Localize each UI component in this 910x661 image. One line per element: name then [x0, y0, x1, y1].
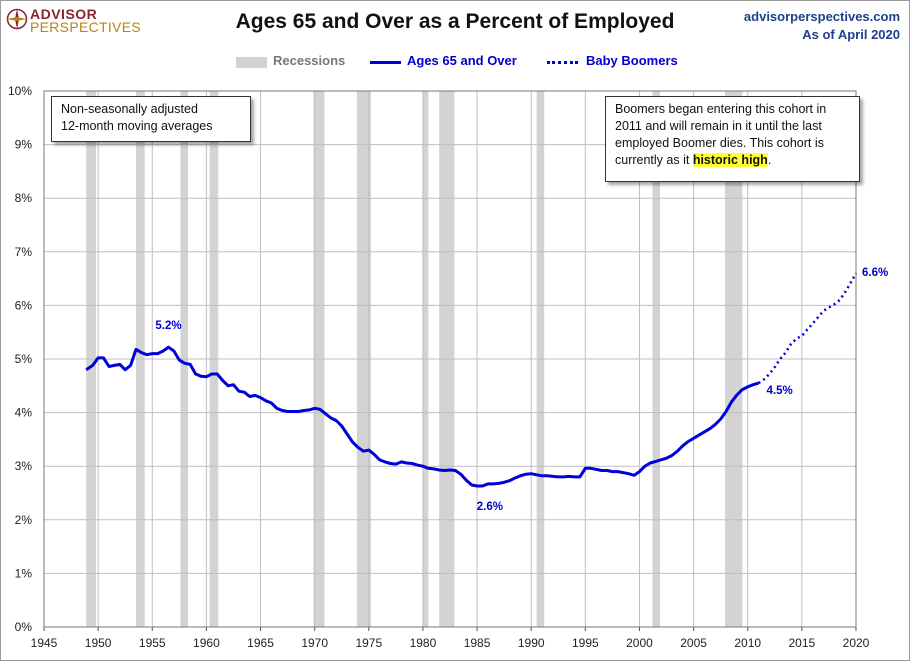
- note-methodology-line2: 12-month moving averages: [61, 119, 213, 133]
- legend-swatch-recessions: [236, 57, 267, 68]
- data-label: 6.6%: [862, 267, 888, 279]
- chart-title: Ages 65 and Over as a Percent of Employe…: [235, 10, 675, 33]
- x-tick-label: 2000: [626, 636, 653, 650]
- x-tick-label: 1965: [247, 636, 274, 650]
- x-tick-label: 1950: [85, 636, 112, 650]
- logo-text-advisor: ADVISOR: [30, 6, 98, 22]
- compass-logo-icon: [6, 8, 28, 30]
- y-tick-label: 0%: [15, 620, 33, 634]
- y-tick-label: 3%: [15, 459, 33, 473]
- series-line-ages-65-over: [85, 345, 760, 488]
- note-boomers-text: Boomers began entering this cohort in 20…: [615, 102, 827, 167]
- y-tick-label: 9%: [15, 138, 33, 152]
- note-boomers: Boomers began entering this cohort in 20…: [605, 96, 860, 182]
- y-tick-label: 6%: [15, 298, 33, 312]
- legend-swatch-ages65: [370, 61, 401, 64]
- x-tick-label: 1990: [518, 636, 545, 650]
- note-methodology-line1: Non-seasonally adjusted: [61, 102, 198, 116]
- site-url: advisorperspectives.com: [743, 9, 900, 24]
- x-tick-label: 1995: [572, 636, 599, 650]
- logo-text-perspectives: PERSPECTIVES: [30, 19, 141, 35]
- data-label: 4.5%: [767, 385, 793, 397]
- x-tick-label: 1955: [139, 636, 166, 650]
- data-label: 5.2%: [155, 320, 181, 332]
- legend-label-boomers: Baby Boomers: [586, 53, 678, 68]
- x-tick-label: 1985: [464, 636, 491, 650]
- y-tick-label: 7%: [15, 245, 33, 259]
- x-tick-label: 2010: [734, 636, 761, 650]
- x-tick-label: 2015: [789, 636, 816, 650]
- legend-label-recessions: Recessions: [273, 53, 346, 68]
- x-tick-label: 1960: [193, 636, 220, 650]
- y-tick-label: 8%: [15, 191, 33, 205]
- x-tick-label: 2020: [843, 636, 870, 650]
- x-tick-label: 1945: [31, 636, 58, 650]
- plot-area-border: [43, 90, 857, 628]
- x-tick-label: 1980: [410, 636, 437, 650]
- note-methodology: Non-seasonally adjusted 12-month moving …: [51, 96, 251, 142]
- x-tick-label: 1975: [355, 636, 382, 650]
- y-tick-label: 1%: [15, 566, 33, 580]
- data-label: 2.6%: [477, 501, 503, 513]
- x-tick-label: 1970: [301, 636, 328, 650]
- site-credit: advisorperspectives.com As of April 2020: [744, 8, 900, 44]
- note-boomers-end: .: [767, 153, 772, 167]
- y-tick-label: 10%: [8, 84, 32, 98]
- note-boomers-highlight: historic high: [692, 153, 768, 167]
- y-tick-label: 2%: [15, 513, 33, 527]
- as-of-date: As of April 2020: [802, 27, 900, 42]
- series-line-baby-boomers: [757, 272, 858, 385]
- x-tick-label: 2005: [680, 636, 707, 650]
- y-tick-label: 5%: [15, 352, 33, 366]
- legend-swatch-boomers: [547, 61, 578, 64]
- legend-label-ages65: Ages 65 and Over: [407, 53, 517, 68]
- y-tick-label: 4%: [15, 406, 33, 420]
